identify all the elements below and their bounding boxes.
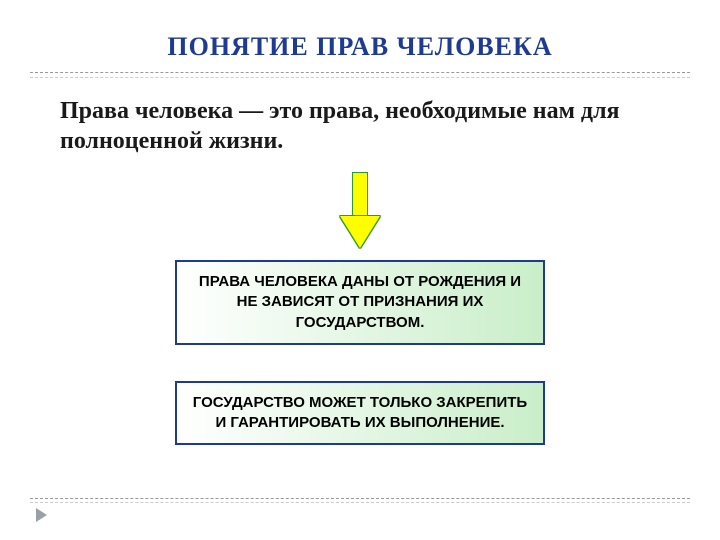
info-box-1: ПРАВА ЧЕЛОВЕКА ДАНЫ ОТ РОЖДЕНИЯ И НЕ ЗАВ…	[175, 260, 545, 345]
arrow-container	[0, 172, 720, 250]
divider-bottom	[30, 498, 690, 499]
divider-bottom-2	[30, 502, 690, 503]
down-arrow-icon	[340, 172, 380, 250]
play-icon	[36, 508, 47, 522]
slide-subtitle: Права человека — это права, необходимые …	[0, 78, 720, 156]
info-box-2: ГОСУДАРСТВО МОЖЕТ ТОЛЬКО ЗАКРЕПИТЬ И ГАР…	[175, 381, 545, 446]
arrow-head	[340, 216, 380, 248]
slide-title: ПОНЯТИЕ ПРАВ ЧЕЛОВЕКА	[0, 0, 720, 72]
arrow-shaft	[352, 172, 368, 218]
divider-top	[30, 72, 690, 73]
